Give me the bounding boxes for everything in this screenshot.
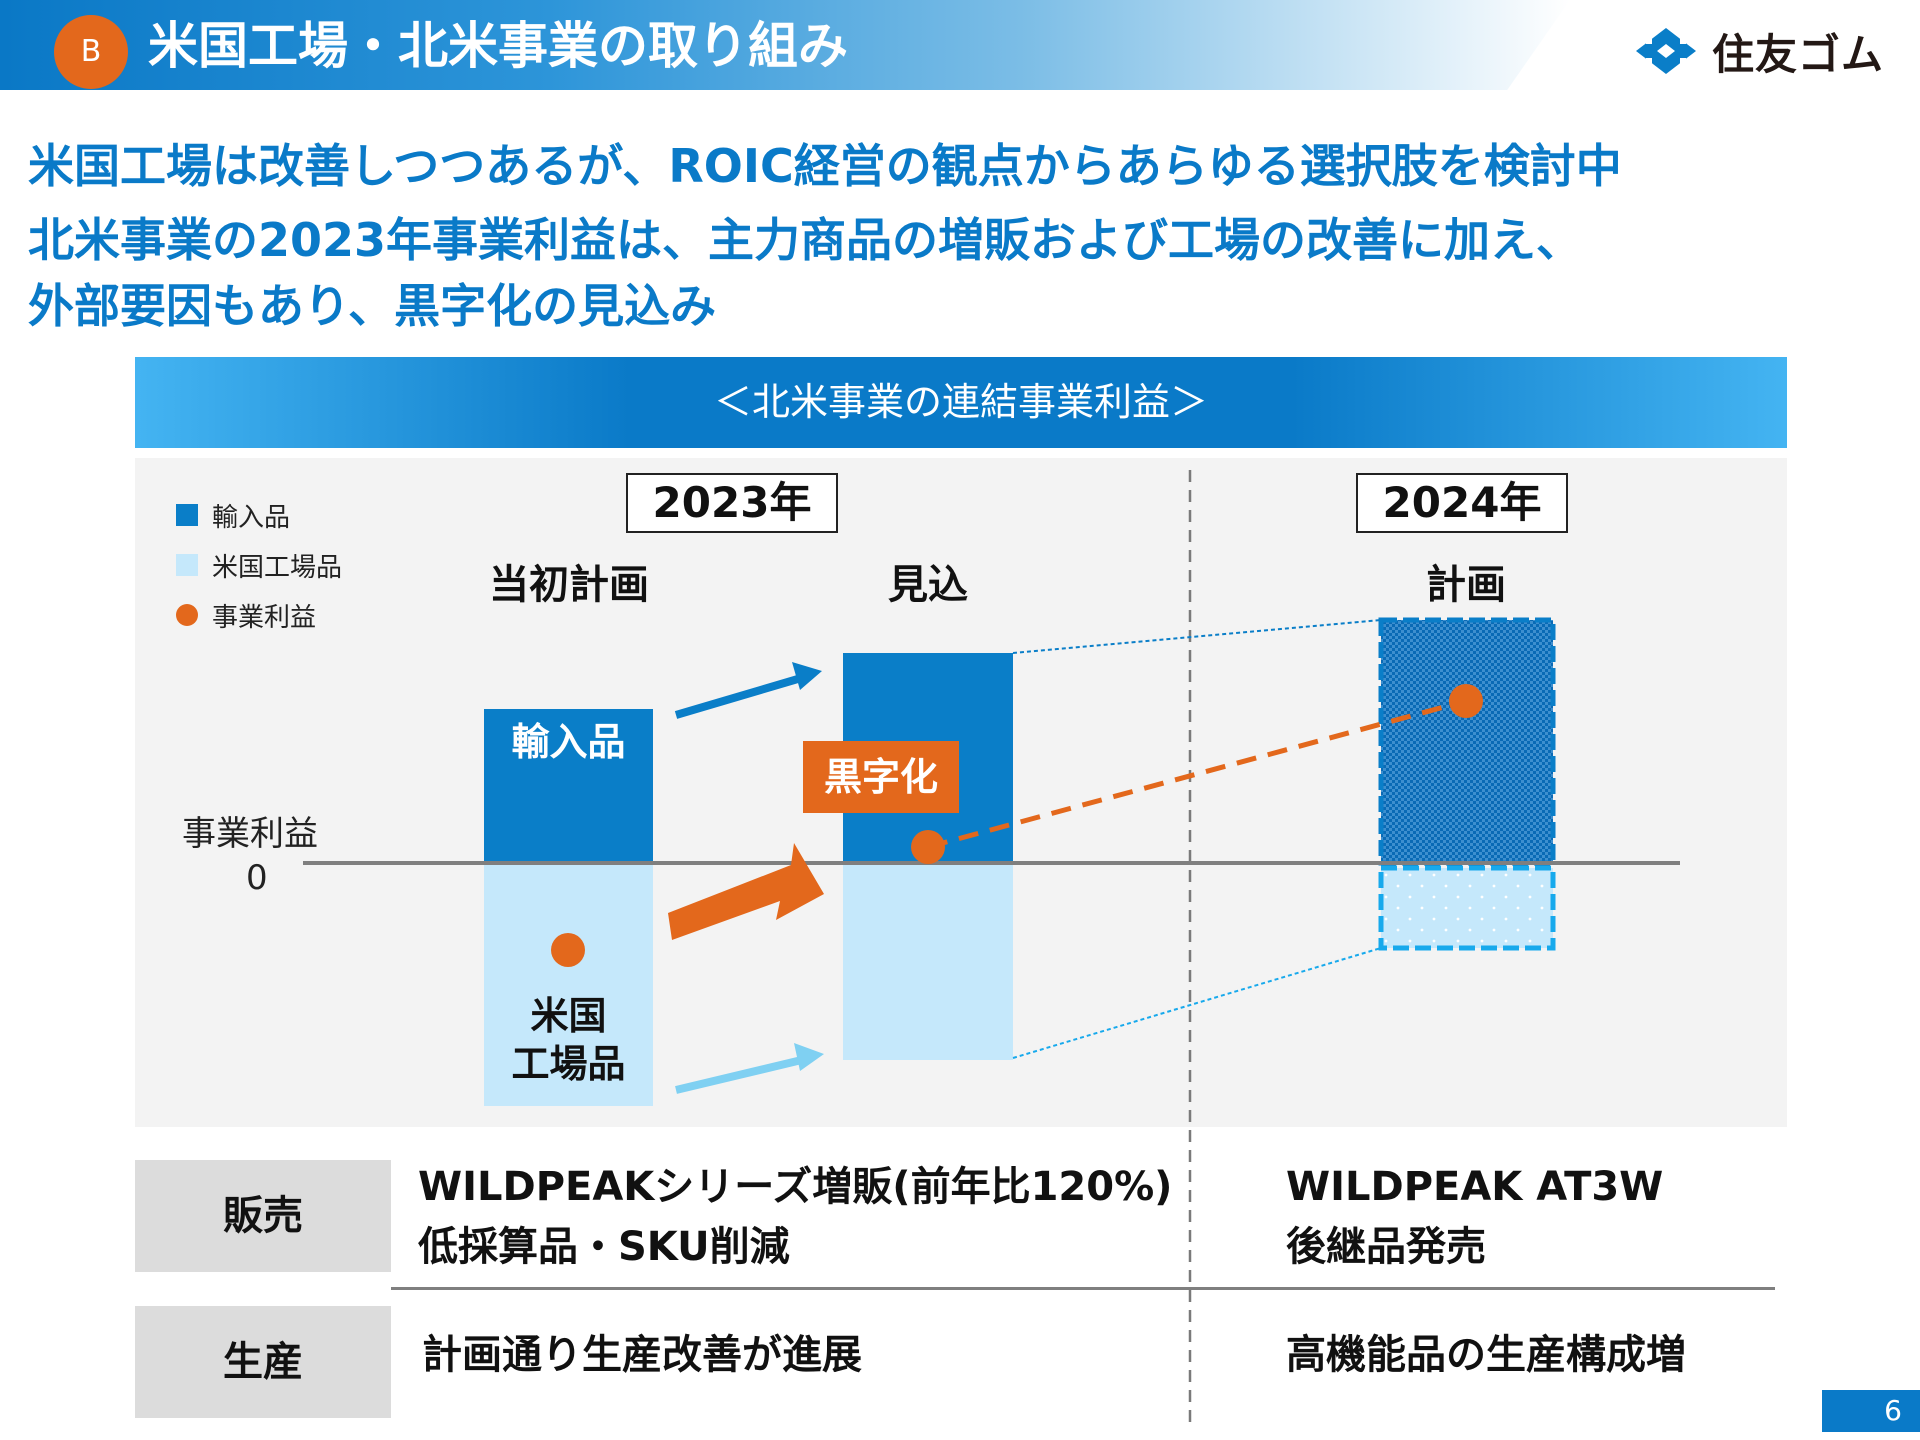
arrow-factory-improvement-icon <box>675 1043 824 1094</box>
column-label-plan-2024: 計画 <box>1426 562 1506 608</box>
headline-1: 米国工場は改善しつつあるが、ROIC経営の観点からあらゆる選択肢を検討中 <box>28 139 1622 193</box>
legend-item-profit: 事業利益 <box>176 598 342 633</box>
bar-initial-import <box>484 709 653 863</box>
headline-3: 外部要因もあり、黒字化の見込み <box>28 279 717 333</box>
bar-initial-factory <box>484 863 653 1106</box>
legend-item-import: 輸入品 <box>176 498 342 533</box>
chart-legend: 輸入品 米国工場品 事業利益 <box>176 498 343 633</box>
bar-forecast-factory <box>843 863 1013 1060</box>
y-axis-label: 事業利益 <box>182 814 318 854</box>
sumitomo-diamond-logo-icon <box>1636 28 1696 74</box>
page-number: 6 <box>1822 1390 1920 1432</box>
company-logo: 住友ゴム <box>1636 26 1884 79</box>
legend-swatch-profit-dot <box>176 604 198 626</box>
page-title: 米国工場・北米事業の取り組み <box>148 17 848 75</box>
arrow-profit-improvement-icon <box>668 843 824 940</box>
year-box-2023: 2023年 <box>626 473 838 533</box>
profitability-callout: 黒字化 <box>803 741 959 813</box>
profit-dot-forecast <box>911 830 945 864</box>
sales-2024-line1: WILDPEAK AT3W <box>1286 1164 1664 1210</box>
legend-swatch-import <box>176 504 198 526</box>
profit-trend-line <box>927 698 1467 850</box>
profit-dot-plan <box>1449 684 1483 718</box>
legend-swatch-us-factory <box>176 554 198 576</box>
column-label-initial-plan: 当初計画 <box>489 562 649 608</box>
legend-item-us-factory: 米国工場品 <box>176 548 343 583</box>
headline-2: 北米事業の2023年事業利益は、主力商品の増販および工場の改善に加え、 <box>28 213 1583 267</box>
chart-section-title: ＜北米事業の連結事業利益＞ <box>135 357 1787 448</box>
table-label-sales: 販売 <box>135 1160 391 1272</box>
bar-label-factory-line2: 工場品 <box>511 1042 626 1086</box>
logo-text: 住友ゴム <box>1712 29 1885 79</box>
table-label-production: 生産 <box>135 1306 391 1418</box>
bar-plan-factory <box>1378 865 1556 951</box>
production-2024: 高機能品の生産構成増 <box>1286 1332 1686 1378</box>
sales-2024-line2: 後継品発売 <box>1286 1224 1486 1270</box>
connector-bottom <box>1012 947 1382 1059</box>
bar-label-factory-line1: 米国 <box>530 994 607 1038</box>
column-label-forecast: 見込 <box>888 562 968 608</box>
arrow-import-increase-icon <box>674 662 822 719</box>
zero-tick-label: 0 <box>246 858 268 898</box>
header-band <box>0 0 1570 90</box>
connector-top <box>1012 619 1382 654</box>
bar-label-import: 輸入品 <box>511 720 626 764</box>
bar-plan-import <box>1378 617 1556 866</box>
legend-label: 米国工場品 <box>212 552 343 583</box>
legend-label: 輸入品 <box>212 502 291 533</box>
profit-dot-initial <box>551 933 585 967</box>
sales-2023-line1: WILDPEAKシリーズ増販(前年比120%) <box>418 1164 1173 1210</box>
sales-2023-line2: 低採算品・SKU削減 <box>418 1224 790 1270</box>
section-badge: B <box>54 15 128 89</box>
year-box-2024: 2024年 <box>1356 473 1568 533</box>
production-2023: 計画通り生産改善が進展 <box>422 1332 862 1378</box>
legend-label: 事業利益 <box>212 602 317 633</box>
table-row-divider <box>391 1287 1775 1290</box>
